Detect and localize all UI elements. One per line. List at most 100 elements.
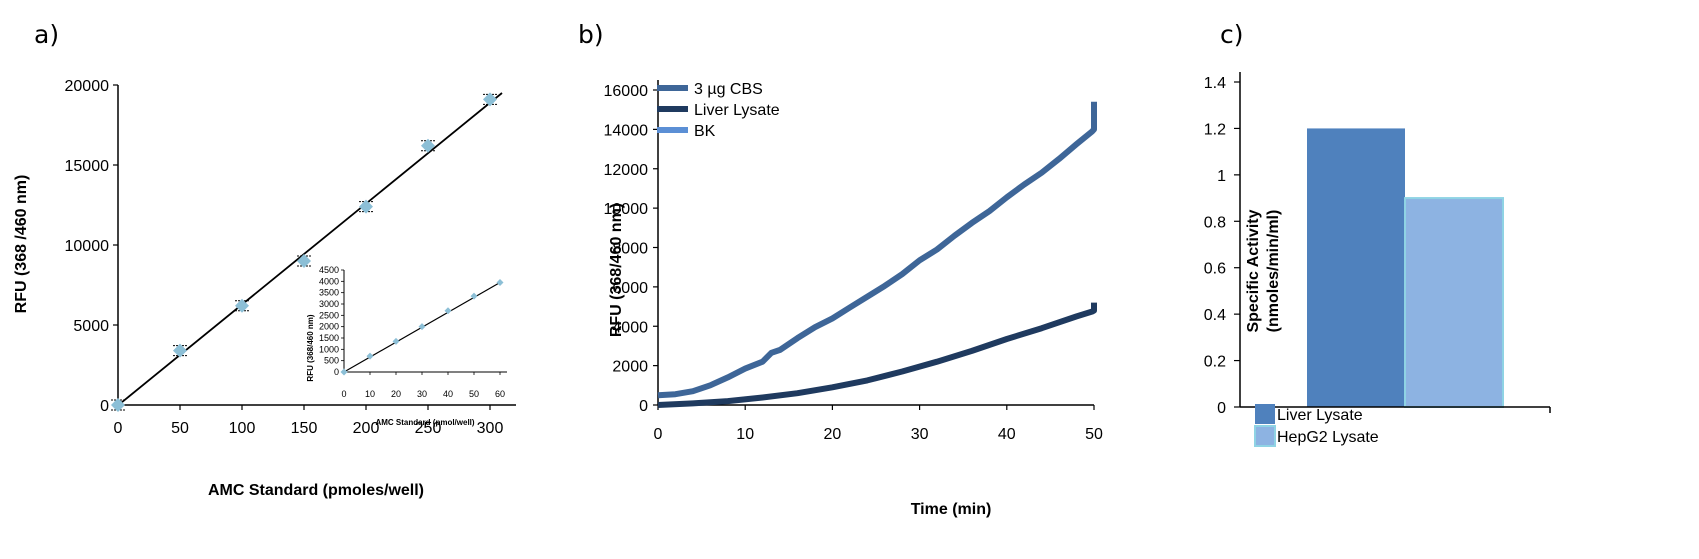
chart-b-legend-label: 3 µg CBS xyxy=(694,81,763,98)
chart-b-y-tick-label: 10000 xyxy=(604,201,649,218)
chart-b-series-line-1 xyxy=(657,302,1097,408)
chart-b-x-tick-label: 10 xyxy=(736,426,754,443)
chart-a-points xyxy=(111,92,497,412)
chart-c-y-ticks: 0 0.2 0.4 0.6 0.8 1 1.2 1.4 xyxy=(1204,75,1240,417)
chart-b-x-axis-label: Time (min) xyxy=(911,501,992,518)
chart-b-y-tick-label: 16000 xyxy=(604,83,649,100)
inset-y-tick-label: 1500 xyxy=(319,333,339,343)
chart-b-y-axis-label: RFU (368/460 nm) xyxy=(608,203,625,337)
inset-points xyxy=(340,278,504,376)
chart-a-marker xyxy=(421,138,435,153)
inset-x-tick-label: 0 xyxy=(341,389,346,399)
inset-marker xyxy=(496,278,504,286)
inset-y-axis-label: RFU (368/460 nm) xyxy=(306,314,315,381)
chart-a-point xyxy=(359,199,373,214)
chart-a-point xyxy=(235,298,249,313)
chart-b-x-tick-label: 0 xyxy=(654,426,663,443)
chart-c-legend-swatch xyxy=(1254,425,1276,447)
inset-x-tick-label: 60 xyxy=(495,389,505,399)
panel-label-b: b) xyxy=(578,20,604,49)
chart-b-x-tick-label: 50 xyxy=(1085,426,1103,443)
inset-x-tick-label: 30 xyxy=(417,389,427,399)
chart-a-x-tick-label: 0 xyxy=(114,420,123,437)
chart-b-x-tick-label: 40 xyxy=(998,426,1016,443)
chart-c-y-tick-label: 1.2 xyxy=(1204,121,1226,138)
chart-a-x-tick-label: 100 xyxy=(229,420,256,437)
chart-b-y-tick-label: 12000 xyxy=(604,162,649,179)
chart-c-y-tick-label: 0.2 xyxy=(1204,354,1226,371)
chart-a-x-tick-label: 300 xyxy=(477,420,504,437)
chart-a-y-tick-label: 5000 xyxy=(73,318,109,335)
panel-label-a: a) xyxy=(34,20,59,49)
inset-y-tick-label: 500 xyxy=(324,356,339,366)
chart-c-legend-label: Liver Lysate xyxy=(1277,407,1363,424)
inset-y-tick-label: 1000 xyxy=(319,344,339,354)
chart-c-y-tick-label: 0.6 xyxy=(1204,261,1226,278)
chart-a-x-tick-label: 250 xyxy=(415,420,442,437)
chart-a-point xyxy=(297,254,311,268)
chart-a-marker xyxy=(235,298,249,313)
chart-a-point xyxy=(483,92,497,107)
panel-label-c: c) xyxy=(1220,20,1244,49)
chart-b-y-ticks: 0 2000 4000 6000 8000 10000 12000 14000 16000 xyxy=(604,83,658,415)
chart-a-y-tick-label: 20000 xyxy=(65,78,110,95)
inset-marker xyxy=(470,292,478,300)
chart-c-legend: Liver Lysate HepG2 Lysate xyxy=(1254,404,1379,447)
chart-b-legend-label: BK xyxy=(694,123,716,140)
chart-a-y-tick-label: 15000 xyxy=(65,158,110,175)
chart-a-y-ticks: 0 5000 10000 15000 20000 xyxy=(65,78,118,415)
chart-a-point xyxy=(173,343,187,358)
inset-y-tick-label: 3000 xyxy=(319,299,339,309)
chart-b-y-tick-label: 8000 xyxy=(612,241,648,258)
chart-c-y-axis-label-line1: Specific Activity xyxy=(1245,209,1262,332)
inset-marker xyxy=(444,307,452,315)
chart-b-y-tick-label: 0 xyxy=(639,398,648,415)
inset-x-tick-label: 40 xyxy=(443,389,453,399)
chart-c-specific-activity: 0 0.2 0.4 0.6 0.8 1 1.2 1.4 Liver Lysate HepG2 L… xyxy=(1204,72,1551,447)
inset-x-tick-label: 20 xyxy=(391,389,401,399)
chart-c-y-axis-label-line2: (nmoles/min/ml) xyxy=(1265,210,1282,333)
chart-c-y-tick-label: 0.4 xyxy=(1204,307,1226,324)
chart-a-marker xyxy=(483,92,497,107)
inset-marker xyxy=(392,337,400,345)
chart-b-x-tick-label: 30 xyxy=(911,426,929,443)
chart-c-bar-0 xyxy=(1307,128,1405,407)
chart-b-legend: 3 µg CBS Liver Lysate BK xyxy=(657,81,780,140)
chart-c-y-tick-label: 1 xyxy=(1217,168,1226,185)
chart-b-series xyxy=(657,101,1097,408)
chart-b-y-tick-label: 2000 xyxy=(612,359,648,376)
inset-y-tick-label: 4500 xyxy=(319,265,339,275)
inset-y-tick-label: 3500 xyxy=(319,288,339,298)
chart-b-y-tick-label: 4000 xyxy=(612,319,648,336)
chart-b-y-tick-label: 14000 xyxy=(604,122,649,139)
inset-marker xyxy=(418,323,426,331)
chart-b-x-tick-label: 20 xyxy=(824,426,842,443)
chart-a-marker xyxy=(359,199,373,214)
chart-b-axes xyxy=(657,80,1094,406)
inset-x-ticks: 0 10 20 30 40 50 60 xyxy=(341,372,505,399)
chart-c-y-tick-label: 1.4 xyxy=(1204,75,1226,92)
chart-a-y-tick-label: 0 xyxy=(100,398,109,415)
chart-c-bars xyxy=(1307,128,1504,408)
chart-b-x-ticks: 0 10 20 30 40 50 xyxy=(654,405,1103,443)
chart-a-x-tick-label: 150 xyxy=(291,420,318,437)
inset-marker xyxy=(366,352,374,360)
chart-b-y-tick-label: 6000 xyxy=(612,280,648,297)
inset-x-axis-label: AMC Standard (pmol/well) xyxy=(375,418,474,427)
chart-a-point xyxy=(421,138,435,153)
inset-x-tick-label: 10 xyxy=(365,389,375,399)
chart-a-marker xyxy=(173,343,187,358)
chart-c-legend-swatch xyxy=(1255,404,1275,424)
inset-y-tick-label: 4000 xyxy=(319,276,339,286)
chart-b-legend-label: Liver Lysate xyxy=(694,102,780,119)
chart-b-kinetics: 0 2000 4000 6000 8000 10000 12000 14000 16000 0 1… xyxy=(604,80,1103,518)
chart-a-x-ticks: 0 50 100 150 200 250 300 xyxy=(114,405,504,437)
inset-axes xyxy=(343,270,507,373)
chart-a-y-tick-label: 10000 xyxy=(65,238,110,255)
chart-c-y-tick-label: 0 xyxy=(1217,400,1226,417)
chart-c-legend-label: HepG2 Lysate xyxy=(1277,429,1379,446)
